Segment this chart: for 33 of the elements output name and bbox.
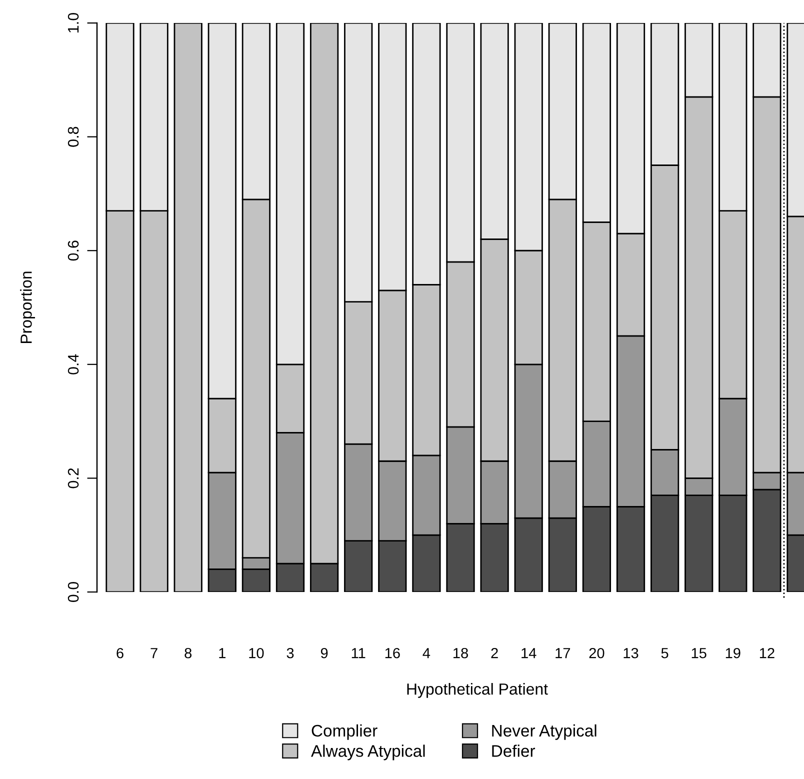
y-tick-label: 0.0: [68, 582, 79, 602]
x-tick-label: 8: [184, 648, 192, 658]
x-tick-label: 12: [760, 648, 774, 658]
x-tick-label: 15: [692, 648, 706, 658]
y-axis-title: Proportion: [20, 272, 35, 344]
x-tick-label: 3: [286, 648, 294, 658]
x-tick-label: 11: [352, 648, 366, 658]
x-tick-label: 6: [116, 648, 124, 658]
x-tick-label: 5: [661, 648, 668, 658]
x-tick-label: 14: [522, 648, 536, 658]
x-tick-label: 17: [556, 648, 570, 658]
legend-label: Never Atypical: [492, 724, 596, 740]
y-tick-label: 0.2: [68, 468, 79, 488]
bar: [174, 23, 202, 592]
x-tick-label: 4: [422, 648, 430, 658]
legend-label: Defier: [492, 744, 536, 757]
x-tick-label: 9: [320, 648, 328, 658]
legend-label: Complier: [312, 724, 378, 740]
y-tick-label: 0.6: [68, 240, 79, 261]
x-tick-label: 7: [150, 648, 158, 658]
x-tick-label: 18: [454, 648, 468, 658]
legend-label: Always Atypical: [311, 744, 425, 760]
x-axis-title: Hypothetical Patient: [407, 683, 548, 698]
x-tick-label: 1: [219, 648, 226, 658]
x-tick-label: 13: [624, 648, 638, 658]
x-tick-label: 2: [491, 648, 498, 658]
x-tick-label: 10: [249, 648, 264, 658]
x-tick-label: 19: [726, 648, 740, 658]
x-tick-label: 20: [589, 648, 604, 658]
y-tick-label: 1.0: [68, 12, 79, 32]
x-tick-label: 16: [385, 648, 400, 658]
y-tick-label: 0.8: [68, 126, 79, 147]
y-tick-label: 0.4: [68, 354, 79, 374]
